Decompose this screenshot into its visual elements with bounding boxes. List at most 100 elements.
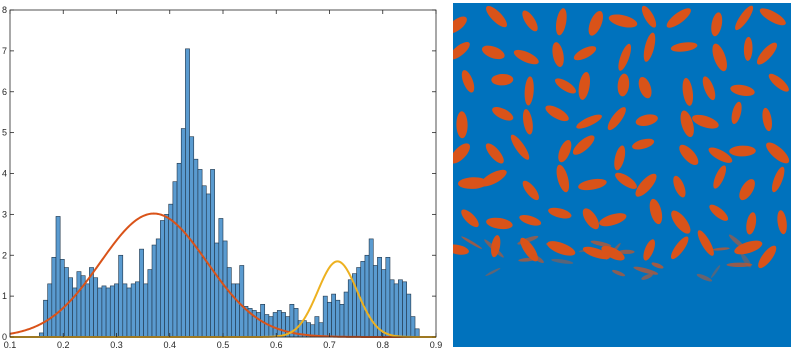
histogram-bar: [185, 48, 190, 338]
histogram-bar: [160, 220, 165, 338]
rice-grain: [670, 42, 698, 52]
rice-grain: [607, 107, 626, 131]
histogram-chart: 0.1 0.2 0.3 0.4 0.5 0.6 0.7 0.8 0.9 0 1 2 3 4 5 6 7 8: [2, 5, 442, 350]
histogram-bar: [231, 283, 236, 338]
histogram-bar: [239, 265, 245, 338]
histogram-bar: [168, 203, 174, 338]
histogram-bar: [176, 162, 182, 338]
rice-grain: [588, 10, 604, 36]
histogram-bar: [318, 322, 324, 338]
rice-grain: [615, 172, 637, 189]
histogram-bar: [343, 291, 349, 338]
rice-grain: [635, 114, 658, 127]
rice-grain: [682, 77, 694, 106]
rice-grain: [461, 209, 479, 228]
rice-grain: [492, 107, 514, 121]
rice-grain-faint: [726, 262, 753, 268]
rice-grain: [522, 10, 538, 32]
rice-grain: [453, 16, 467, 34]
rice-grain: [734, 240, 763, 255]
histogram-bar: [393, 283, 399, 338]
histogram-bar: [214, 242, 220, 338]
x-tick-label: 0.6: [270, 340, 283, 350]
rice-grain: [545, 105, 569, 122]
histogram-bar: [135, 281, 140, 338]
histogram-bar: [126, 287, 132, 338]
rice-grain-faint: [578, 248, 593, 253]
rice-grain: [486, 6, 507, 28]
x-tick-label: 0.4: [163, 340, 176, 350]
rice-grain-faint: [728, 234, 747, 250]
rice-grain-faint: [618, 249, 635, 254]
histogram-bar: [331, 293, 336, 338]
y-tick-label: 5: [2, 128, 7, 138]
histogram-bar: [139, 248, 144, 338]
histogram-bar: [377, 256, 382, 338]
rice-grain: [670, 236, 689, 260]
rice-grain: [643, 32, 656, 62]
rice-grain: [558, 139, 572, 163]
segmented-rice-image: [453, 3, 791, 347]
rice-grain-faint: [633, 266, 659, 275]
rice-grain: [739, 179, 755, 201]
rice-grain-faint: [641, 273, 653, 280]
rice-grain: [572, 135, 595, 155]
histogram-bar: [101, 285, 107, 338]
rice-grain: [762, 107, 772, 132]
rice-grain: [708, 147, 733, 163]
rice-grain-faint: [461, 236, 482, 249]
histogram-bar: [339, 303, 345, 338]
rice-grain: [578, 178, 607, 191]
rice-grain: [481, 45, 505, 60]
histogram-bar: [276, 310, 282, 338]
rice-grain: [582, 208, 600, 230]
histogram-bar: [389, 279, 395, 338]
rice-grain: [638, 76, 652, 99]
rice-grain: [573, 46, 597, 61]
histogram-bar: [335, 299, 341, 338]
rice-grain: [680, 110, 694, 138]
histogram-bar: [93, 277, 99, 338]
rice-grain: [635, 173, 657, 197]
rice-grain: [697, 230, 714, 256]
rice-grain-faint: [590, 240, 612, 247]
histogram-bar: [68, 277, 73, 338]
rice-grain: [731, 101, 742, 124]
histogram-bar: [164, 214, 170, 338]
rice-grain-faint: [517, 235, 539, 245]
histogram-bar: [59, 259, 65, 338]
x-tick-label: 0.2: [57, 340, 70, 350]
rice-grain-faint: [605, 243, 621, 260]
rice-grain: [692, 114, 719, 129]
y-tick-label: 1: [2, 291, 7, 301]
histogram-bar: [385, 256, 391, 338]
histogram-bar: [97, 287, 103, 338]
histogram-bar: [410, 316, 416, 338]
histogram-bar: [281, 312, 286, 338]
histogram-bar: [155, 238, 161, 338]
y-tick-label: 0: [2, 332, 7, 342]
rice-grain: [582, 246, 610, 260]
rice-grain: [666, 8, 691, 28]
rice-grain: [453, 41, 470, 60]
y-tick-label: 3: [2, 209, 7, 219]
rice-grain: [632, 138, 655, 150]
histogram-bar: [322, 295, 328, 338]
rice-grain: [555, 8, 567, 36]
rice-grain-faint: [710, 264, 721, 279]
rice-grain: [453, 143, 470, 164]
rice-grain: [766, 142, 790, 164]
rice-grain: [519, 214, 542, 226]
rice-grain: [711, 12, 723, 37]
rice-grain: [709, 204, 729, 221]
histogram-bar: [55, 216, 61, 338]
rice-grain: [599, 213, 627, 227]
histogram-bar: [189, 136, 195, 338]
rice-grain: [461, 70, 475, 93]
rice-grain: [771, 166, 785, 193]
histogram-bar: [84, 283, 90, 338]
rice-grain: [608, 14, 638, 28]
rice-grain: [643, 239, 656, 261]
rice-grain-faint: [712, 247, 730, 251]
rice-grain: [614, 145, 626, 171]
